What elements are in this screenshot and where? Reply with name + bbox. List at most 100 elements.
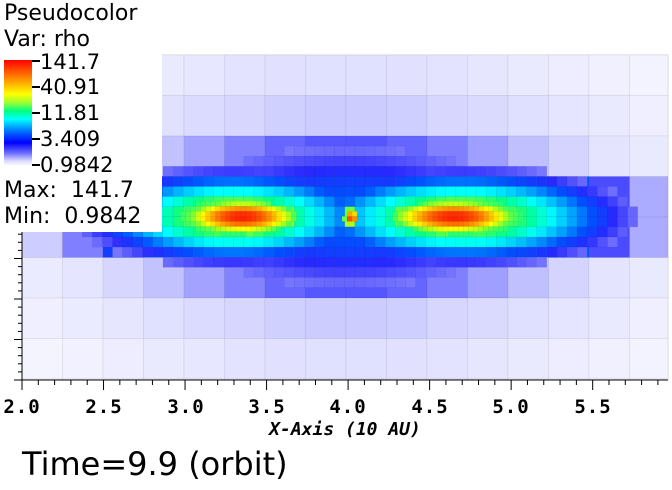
legend-tick-mark	[32, 164, 40, 166]
fine-cell	[210, 211, 216, 217]
refined-cell	[182, 256, 194, 268]
fine-cell	[230, 211, 237, 217]
fine-cell	[437, 211, 444, 217]
fine-cell	[427, 211, 434, 217]
fine-cell	[210, 216, 216, 222]
fine-cell	[493, 226, 499, 232]
refined-cell	[364, 246, 376, 258]
fine-cell	[215, 226, 222, 232]
fine-cell	[185, 216, 191, 222]
refined-cell	[566, 176, 578, 187]
fine-cell	[255, 226, 262, 232]
fine-cell	[412, 221, 419, 227]
refined-cell	[243, 267, 255, 278]
fine-cell	[422, 206, 429, 212]
refined-cell	[566, 206, 578, 218]
refined-cell	[294, 277, 305, 288]
color-legend: 141.7 40.91 11.81 3.409 0.9842 Max: 141.…	[0, 51, 162, 232]
refined-cell	[475, 256, 487, 268]
refined-cell	[415, 256, 426, 268]
refined-cell	[314, 145, 325, 157]
refined-cell	[566, 196, 578, 207]
fine-cell	[255, 201, 262, 207]
refined-cell	[576, 226, 588, 238]
refined-cell	[586, 196, 598, 207]
coarse-cell	[507, 54, 549, 96]
fine-cell	[271, 221, 277, 227]
refined-cell	[506, 246, 517, 258]
refined-cell	[455, 236, 467, 248]
fine-cell	[412, 206, 419, 212]
fine-cell	[205, 211, 211, 217]
coarse-cell	[386, 54, 428, 96]
refined-cell	[233, 176, 245, 187]
refined-cell	[526, 256, 537, 268]
coarse-cell	[629, 135, 669, 177]
refined-cell	[213, 176, 224, 187]
legend-tick-label: 0.9842	[40, 153, 114, 177]
refined-cell	[263, 246, 275, 258]
fine-cell	[276, 211, 282, 217]
fine-cell	[225, 201, 232, 207]
refined-cell	[415, 246, 426, 258]
fine-cell	[235, 201, 242, 207]
fine-cell	[250, 206, 257, 212]
fine-cell	[245, 226, 252, 232]
refined-cell	[132, 246, 144, 258]
refined-cell	[556, 226, 568, 238]
refined-cell	[304, 277, 315, 288]
coarse-cell	[548, 135, 590, 177]
refined-cell	[384, 246, 396, 258]
fine-cell	[291, 216, 297, 222]
refined-cell	[364, 145, 376, 157]
coarse-cell	[183, 95, 225, 137]
coarse-cell	[426, 95, 468, 137]
coarse-cell	[629, 257, 669, 299]
refined-cell	[233, 246, 245, 258]
fine-cell	[240, 226, 247, 232]
refined-cell	[294, 196, 305, 207]
refined-cell	[485, 166, 497, 177]
fine-cell	[195, 206, 201, 212]
refined-cell	[324, 267, 335, 278]
refined-cell	[405, 196, 416, 207]
refined-cell	[273, 267, 285, 278]
fine-cell	[462, 216, 469, 222]
fine-cell	[281, 216, 287, 222]
coarse-cell	[548, 297, 590, 339]
refined-cell	[273, 166, 285, 177]
refined-cell	[617, 226, 628, 238]
fine-cell	[452, 226, 459, 232]
fine-cell	[215, 211, 222, 217]
refined-cell	[405, 267, 416, 278]
refined-cell	[556, 206, 568, 218]
fine-cell	[447, 216, 454, 222]
refined-cell	[566, 246, 578, 258]
refined-cell	[324, 277, 335, 288]
fine-cell	[245, 211, 252, 217]
refined-cell	[162, 166, 174, 177]
refined-cell	[354, 226, 366, 238]
fine-cell	[473, 226, 479, 232]
refined-cell	[384, 155, 396, 167]
refined-cell	[586, 186, 598, 197]
fine-cell	[205, 226, 211, 232]
refined-cell	[566, 216, 578, 228]
fine-cell	[498, 211, 504, 217]
refined-cell	[152, 236, 164, 248]
coarse-cell	[629, 338, 669, 380]
fine-cell	[473, 206, 479, 212]
fine-cell	[205, 201, 211, 207]
refined-cell	[364, 267, 376, 278]
fine-cell	[427, 201, 434, 207]
refined-cell	[304, 246, 315, 258]
refined-cell	[304, 145, 315, 157]
refined-cell	[576, 196, 588, 207]
refined-cell	[475, 236, 487, 248]
refined-cell	[334, 186, 346, 197]
refined-cell	[253, 166, 265, 177]
refined-cell	[556, 246, 568, 258]
fine-cell	[452, 216, 459, 222]
fine-cell	[215, 201, 222, 207]
refined-cell	[425, 155, 436, 167]
